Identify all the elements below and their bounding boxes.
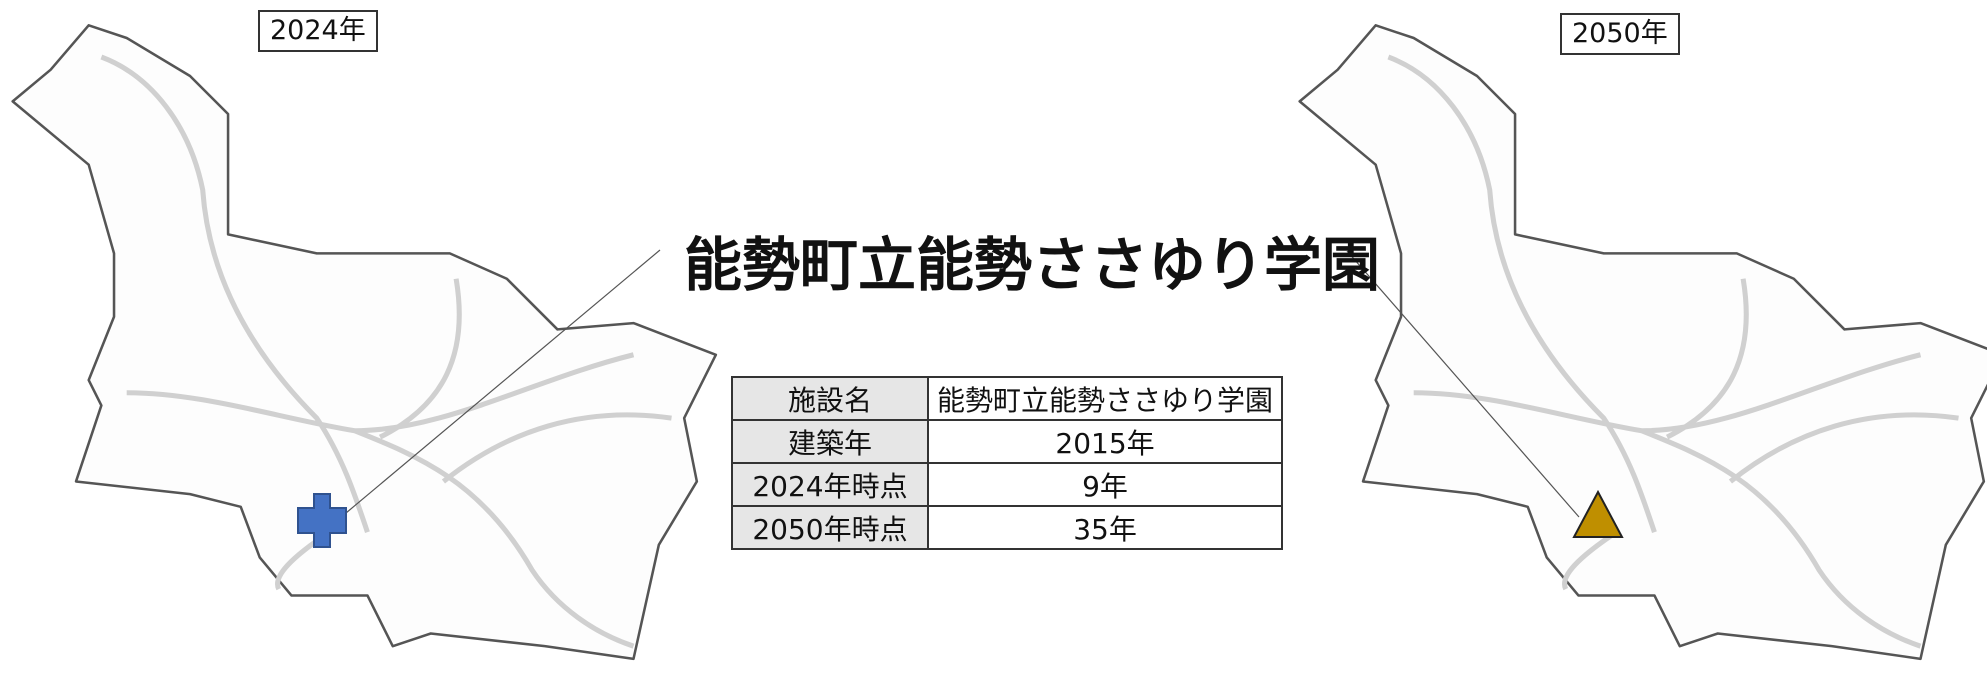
map-2050 bbox=[1300, 25, 1987, 658]
table-cell: 能勢町立能勢ささゆり学園 bbox=[926, 376, 1284, 421]
table-cell: 35年 bbox=[926, 505, 1284, 550]
facility-table: 施設名 能勢町立能勢ささゆり学園 建築年 2015年 2024年時点 9年 2050年… bbox=[731, 376, 1284, 550]
facility-marker-2024 bbox=[297, 493, 347, 548]
table-header-cell: 2050年時点 bbox=[731, 505, 929, 550]
table-header-cell: 2024年時点 bbox=[731, 462, 929, 507]
table-header-cell: 建築年 bbox=[731, 419, 929, 464]
table-row: 建築年 2015年 bbox=[731, 419, 1284, 464]
year-label: 2050年 bbox=[1560, 13, 1680, 55]
facility-title: 能勢町立能勢ささゆり学園 bbox=[684, 231, 1381, 299]
table-cell: 2015年 bbox=[926, 419, 1284, 464]
map-2024 bbox=[13, 25, 716, 658]
table-row: 2024年時点 9年 bbox=[731, 462, 1284, 507]
table-row: 2050年時点 35年 bbox=[731, 505, 1284, 550]
facility-marker-2050 bbox=[1572, 489, 1624, 538]
leader-line bbox=[345, 249, 661, 514]
leader-line bbox=[1346, 250, 1580, 518]
table-cell: 9年 bbox=[926, 462, 1284, 507]
table-header-cell: 施設名 bbox=[731, 376, 929, 421]
year-label: 2024年 bbox=[258, 10, 378, 52]
table-row: 施設名 能勢町立能勢ささゆり学園 bbox=[731, 376, 1284, 421]
